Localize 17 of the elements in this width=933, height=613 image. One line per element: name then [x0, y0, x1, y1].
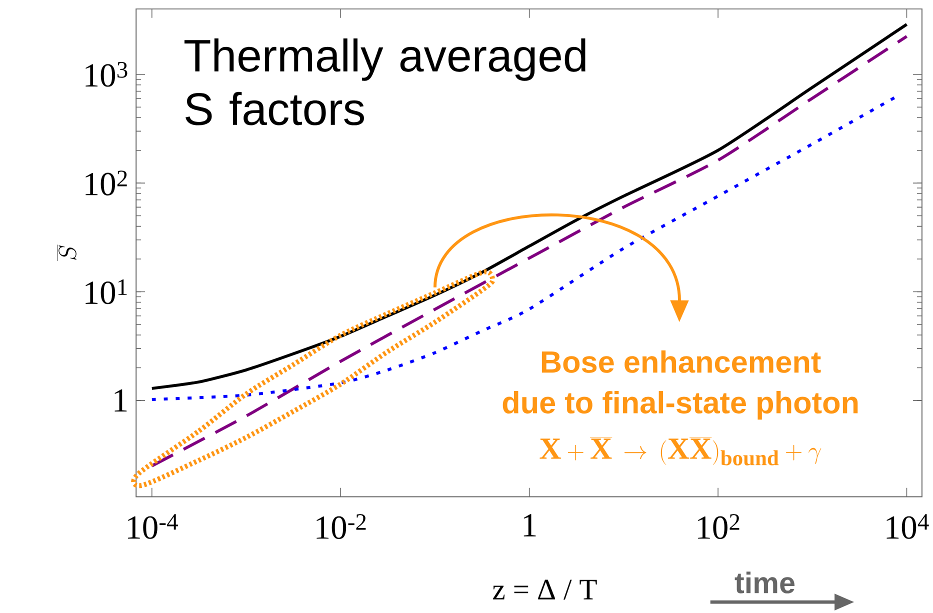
text: time [734, 572, 795, 594]
text: Thermally averaged S factors [184, 38, 586, 126]
x-tick-label: 10$^{4}$ [886, 514, 929, 539]
x-tick-label: 10$^{-4}$ [128, 514, 178, 539]
line-series [150, 34, 908, 468]
annotation: due to final-state photon [502, 391, 858, 420]
x-tick-label: 1 [524, 514, 536, 536]
y-tick-label: 10$^{1}$ [86, 279, 127, 304]
y-axis-title: $\overline{S}$ [58, 244, 76, 261]
x-tick-label: 10$^{-2}$ [316, 514, 366, 540]
annotation: Bose enhancement [542, 350, 821, 373]
y-tick-label: 10$^{2}$ [86, 170, 127, 196]
x-axis-title: z = Δ / T [492, 580, 597, 600]
y-tick-label: 1 [114, 389, 127, 412]
x-tick-label: 10$^{2}$ [698, 514, 740, 540]
annotation: $\mathbf{X}+\overline{\mathbf{X}}\,\rightarrow\,(\mathbf{X}\overline{\mathbf{X}})_{\mathbf{bound}}+\gamma$ [540, 437, 822, 466]
y-tick-label: 10$^{3}$ [86, 62, 128, 87]
